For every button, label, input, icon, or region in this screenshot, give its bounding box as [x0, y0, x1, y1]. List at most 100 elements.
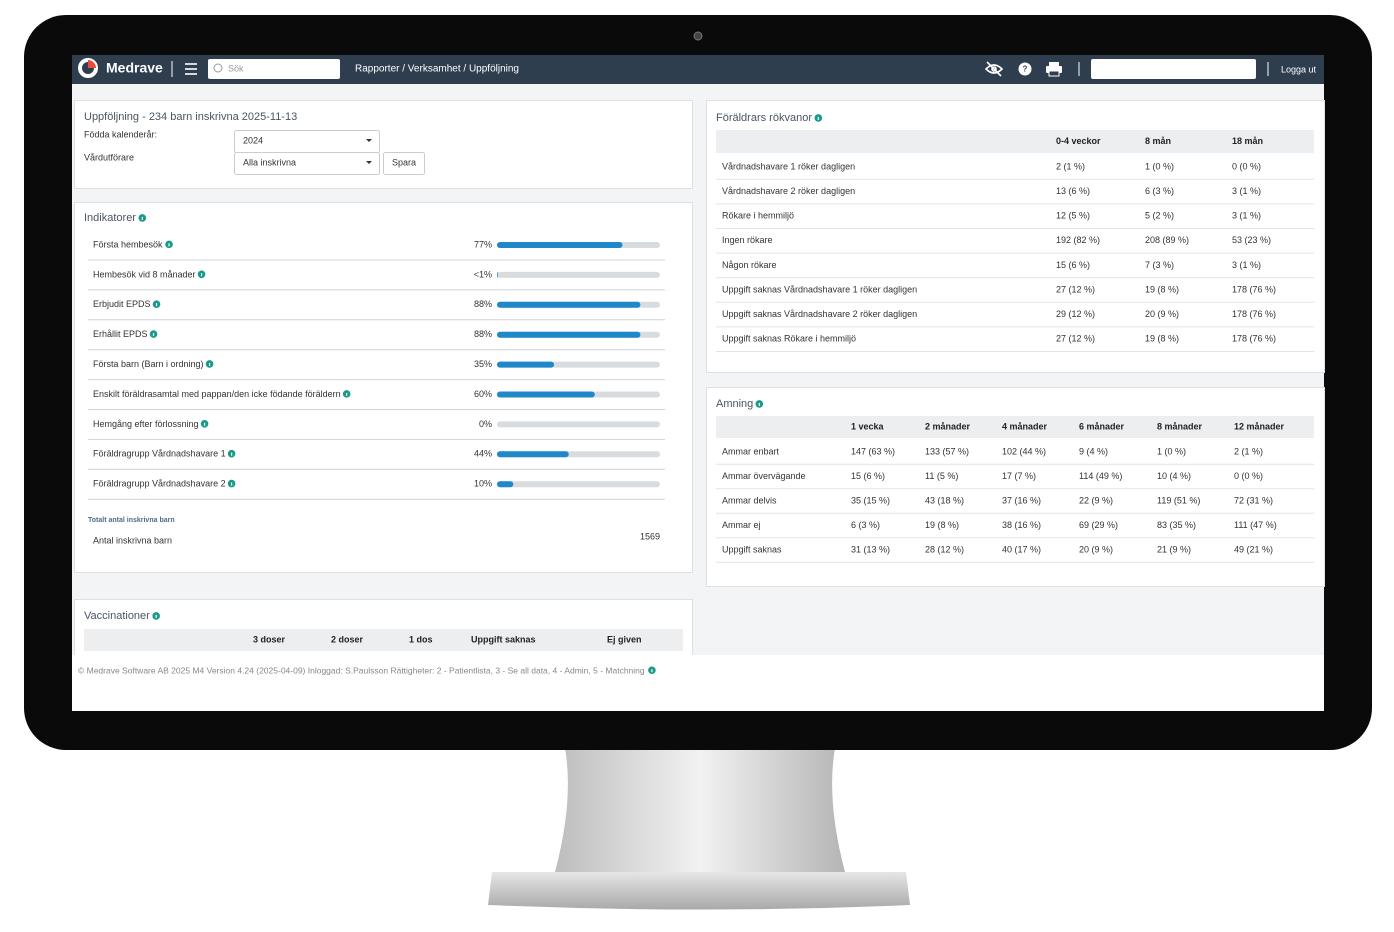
column-header: 6 månader: [1079, 421, 1125, 431]
print-icon[interactable]: [1046, 62, 1062, 77]
indicator-value: 0%: [479, 419, 492, 429]
table-cell: 3 (1 %): [1232, 186, 1261, 196]
bar-track: [497, 271, 660, 278]
table-cell: 6 (3 %): [1145, 186, 1174, 196]
indicator-bar: [497, 451, 569, 458]
indicator-bar: [497, 271, 498, 278]
column-header: 2 doser: [331, 634, 364, 644]
help-icon[interactable]: [1018, 62, 1032, 76]
indicator-label: Första barn (Barn i ordning): [93, 359, 204, 369]
table-cell: 28 (12 %): [925, 544, 964, 554]
indicator-bar: [497, 481, 514, 488]
table-cell: 37 (16 %): [1002, 495, 1041, 505]
indicator-label: Föräldragrupp Vårdnadshavare 2: [93, 479, 226, 489]
table-cell: 9 (4 %): [1079, 446, 1108, 456]
column-header: 18 mån: [1232, 136, 1263, 146]
table-cell: 114 (49 %): [1079, 471, 1122, 481]
table-cell: 7 (3 %): [1145, 260, 1174, 270]
column-header: 0-4 veckor: [1056, 136, 1101, 146]
table-cell: 17 (7 %): [1002, 471, 1036, 481]
select-value: Alla inskrivna: [243, 157, 296, 167]
row-label: Ammar enbart: [722, 446, 780, 456]
camera: [693, 31, 703, 41]
user-field[interactable]: [1091, 59, 1256, 79]
table-cell: 29 (12 %): [1056, 309, 1095, 319]
indicator-value: 35%: [474, 359, 492, 369]
table-cell: 35 (15 %): [851, 495, 890, 505]
hide-icon[interactable]: [984, 61, 1004, 77]
indicator-value: 44%: [474, 449, 492, 459]
row-label: Uppgift saknas Rökare i hemmiljö: [722, 334, 856, 344]
select-value: 2024: [243, 135, 263, 145]
indicator-value: 88%: [474, 299, 492, 309]
table-cell: 20 (9 %): [1079, 544, 1113, 554]
search-box[interactable]: [208, 59, 340, 79]
total-value: 1569: [640, 531, 660, 541]
indicator-label: Erbjudit EPDS: [93, 299, 151, 309]
column-header: 2 månader: [925, 421, 971, 431]
row-label: Någon rökare: [722, 260, 777, 270]
table-cell: 20 (9 %): [1145, 309, 1179, 319]
table-cell: 12 (5 %): [1056, 211, 1090, 221]
row-label: Ammar delvis: [722, 495, 777, 505]
search-placeholder: Sök: [228, 63, 244, 73]
indicator-bar: [497, 301, 641, 308]
provider-select[interactable]: [234, 152, 380, 175]
column-header: 1 vecka: [851, 421, 885, 431]
indicator-label: Erhållit EPDS: [93, 329, 148, 339]
column-header: 3 doser: [253, 634, 286, 644]
table-header: [84, 629, 683, 651]
indicator-label: Hemgång efter förlossning: [93, 419, 199, 429]
panel-title: Indikatorer: [84, 212, 136, 224]
search-icon: [213, 63, 223, 73]
indicators-panel: [74, 202, 693, 573]
table-cell: 2 (1 %): [1056, 161, 1085, 171]
indicator-label: Föräldragrupp Vårdnadshavare 1: [93, 449, 226, 459]
table-cell: 27 (12 %): [1056, 334, 1095, 344]
table-cell: 208 (89 %): [1145, 235, 1189, 245]
column-header: 8 mån: [1145, 136, 1171, 146]
breadcrumb[interactable]: Rapporter / Verksamhet / Uppföljning: [355, 64, 519, 75]
row-label: Uppgift saknas: [722, 544, 782, 554]
logout[interactable]: Logga ut: [1281, 64, 1317, 74]
table-cell: 3 (1 %): [1232, 260, 1261, 270]
indicator-bar: [497, 391, 595, 398]
table-header: [716, 416, 1314, 438]
table-cell: 22 (9 %): [1079, 495, 1113, 505]
table-cell: 72 (31 %): [1234, 495, 1273, 505]
table-cell: 178 (76 %): [1232, 309, 1276, 319]
row-label: Uppgift saknas Vårdnadshavare 1 röker da…: [722, 284, 917, 294]
table-cell: 2 (1 %): [1234, 446, 1263, 456]
table-cell: 43 (18 %): [925, 495, 964, 505]
table-cell: 133 (57 %): [925, 446, 969, 456]
table-cell: 0 (0 %): [1234, 471, 1263, 481]
stand-neck: [555, 748, 845, 872]
caret: [366, 139, 372, 142]
table-cell: 1 (0 %): [1157, 446, 1186, 456]
row-label: Vårdnadshavare 1 röker dagligen: [722, 161, 855, 171]
panel-title: Amning: [716, 398, 753, 410]
save-button[interactable]: [383, 152, 425, 175]
column-header: 12 månader: [1234, 421, 1285, 431]
footer-area: [72, 655, 1324, 711]
row-label: Uppgift saknas Vårdnadshavare 2 röker da…: [722, 309, 917, 319]
table-cell: 13 (6 %): [1056, 186, 1090, 196]
help-glyph: ?: [1023, 65, 1028, 74]
panel-title: Vaccinationer: [84, 610, 150, 622]
indicator-value: 60%: [474, 389, 492, 399]
row-label: Vårdnadshavare 2 röker dagligen: [722, 186, 855, 196]
indicator-label: Enskilt föräldrasamtal med pappan/den ic…: [93, 389, 341, 399]
save-label: Spara: [392, 157, 416, 167]
table-cell: 40 (17 %): [1002, 544, 1041, 554]
menu-icon[interactable]: [185, 63, 197, 75]
table-cell: 15 (6 %): [851, 471, 885, 481]
field-label: Vårdutförare: [84, 152, 134, 162]
indicator-label: Hembesök vid 8 månader: [93, 269, 196, 279]
caret: [366, 161, 372, 164]
table-cell: 19 (8 %): [925, 520, 959, 530]
field-label: Födda kalenderår:: [84, 129, 157, 139]
indicator-value: 77%: [474, 239, 492, 249]
table-cell: 0 (0 %): [1232, 161, 1261, 171]
brand[interactable]: Medrave: [106, 60, 163, 76]
